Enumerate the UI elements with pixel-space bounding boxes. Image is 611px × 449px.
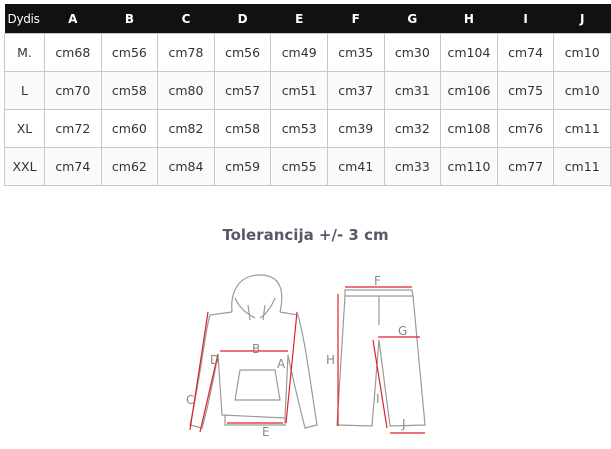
measurement-arrows: [189, 286, 425, 434]
measurement-cell: cm10: [553, 71, 611, 110]
measurement-cell: cm49: [270, 33, 328, 72]
table-row: XXL cm74 cm62 cm84 cm59 cm55 cm41 cm33 cm110 cm77…: [4, 147, 611, 186]
tolerance-note: Tolerancija +/- 3 cm: [222, 226, 389, 244]
label-a: A: [277, 357, 286, 371]
column-header: C: [157, 4, 215, 34]
table-row: XL cm72 cm60 cm82 cm58 cm53 cm39 cm32 cm108 cm76 c…: [4, 109, 611, 148]
measurement-cell: cm58: [100, 71, 159, 110]
size-cell: M.: [4, 33, 45, 72]
size-cell: L: [4, 71, 45, 110]
measurement-cell: cm106: [440, 71, 498, 110]
measurement-cell: cm56: [100, 33, 159, 72]
measurement-cell: cm55: [270, 147, 328, 186]
label-h: H: [326, 353, 335, 367]
measurement-cell: cm57: [213, 71, 272, 110]
measurement-cell: cm33: [383, 147, 442, 186]
column-header: G: [384, 4, 441, 34]
column-header: H: [440, 4, 498, 34]
size-cell: XL: [4, 109, 45, 148]
label-g: G: [398, 324, 407, 338]
measurement-cell: cm11: [553, 147, 611, 186]
column-header: J: [553, 4, 611, 34]
measurement-cell: cm77: [496, 147, 555, 186]
measurement-cell: cm74: [496, 33, 555, 72]
column-header: A: [44, 4, 102, 34]
measurement-cell: cm108: [440, 109, 498, 148]
column-header: E: [270, 4, 328, 34]
measurement-cell: cm70: [44, 71, 102, 110]
measurement-cell: cm60: [100, 109, 159, 148]
measurement-cell: cm56: [213, 33, 272, 72]
measurement-cell: cm51: [270, 71, 328, 110]
size-chart-table: Dydis A B C D E F G H I J M. cm68 cm56 cm78 cm56 cm49 cm…: [4, 4, 611, 186]
measurement-cell: cm104: [440, 33, 498, 72]
measurement-cell: cm53: [270, 109, 328, 148]
label-i: I: [376, 392, 380, 406]
measurement-cell: cm35: [326, 33, 385, 72]
label-j: J: [401, 417, 406, 431]
pants-outline: [336, 289, 426, 427]
size-cell: XXL: [4, 147, 45, 186]
measurement-cell: cm30: [383, 33, 442, 72]
column-header: I: [497, 4, 554, 34]
label-e: E: [262, 425, 270, 439]
column-header: D: [214, 4, 271, 34]
measurement-cell: cm72: [44, 109, 102, 148]
measurement-cell: cm41: [326, 147, 385, 186]
table-header-row: Dydis A B C D E F G H I J: [4, 4, 611, 34]
table-row: M. cm68 cm56 cm78 cm56 cm49 cm35 cm30 cm104 cm74 c…: [4, 33, 611, 72]
measurement-cell: cm68: [44, 33, 102, 72]
label-d: D: [210, 353, 219, 367]
label-b: B: [252, 342, 260, 356]
measurement-cell: cm39: [326, 109, 385, 148]
measurement-cell: cm62: [100, 147, 159, 186]
measurement-cell: cm80: [157, 71, 215, 110]
measurement-cell: cm82: [157, 109, 215, 148]
measurement-cell: cm10: [553, 33, 611, 72]
measurement-cell: cm110: [440, 147, 498, 186]
column-header: B: [101, 4, 158, 34]
measurement-cell: cm32: [383, 109, 442, 148]
label-c: C: [186, 393, 194, 407]
measurement-cell: cm31: [383, 71, 442, 110]
column-header: F: [327, 4, 385, 34]
label-f: F: [374, 274, 381, 288]
measurement-diagram: B A D C E F G H I J: [186, 274, 426, 439]
hoodie-outline: [189, 274, 318, 429]
measurement-cell: cm59: [213, 147, 272, 186]
measurement-cell: cm75: [496, 71, 555, 110]
measurement-cell: cm78: [157, 33, 215, 72]
measurement-cell: cm76: [496, 109, 555, 148]
measurement-cell: cm84: [157, 147, 215, 186]
measurement-cell: cm37: [326, 71, 385, 110]
size-column-header: Dydis: [4, 4, 45, 34]
measurement-cell: cm74: [44, 147, 102, 186]
measurement-cell: cm58: [213, 109, 272, 148]
measurement-cell: cm11: [553, 109, 611, 148]
